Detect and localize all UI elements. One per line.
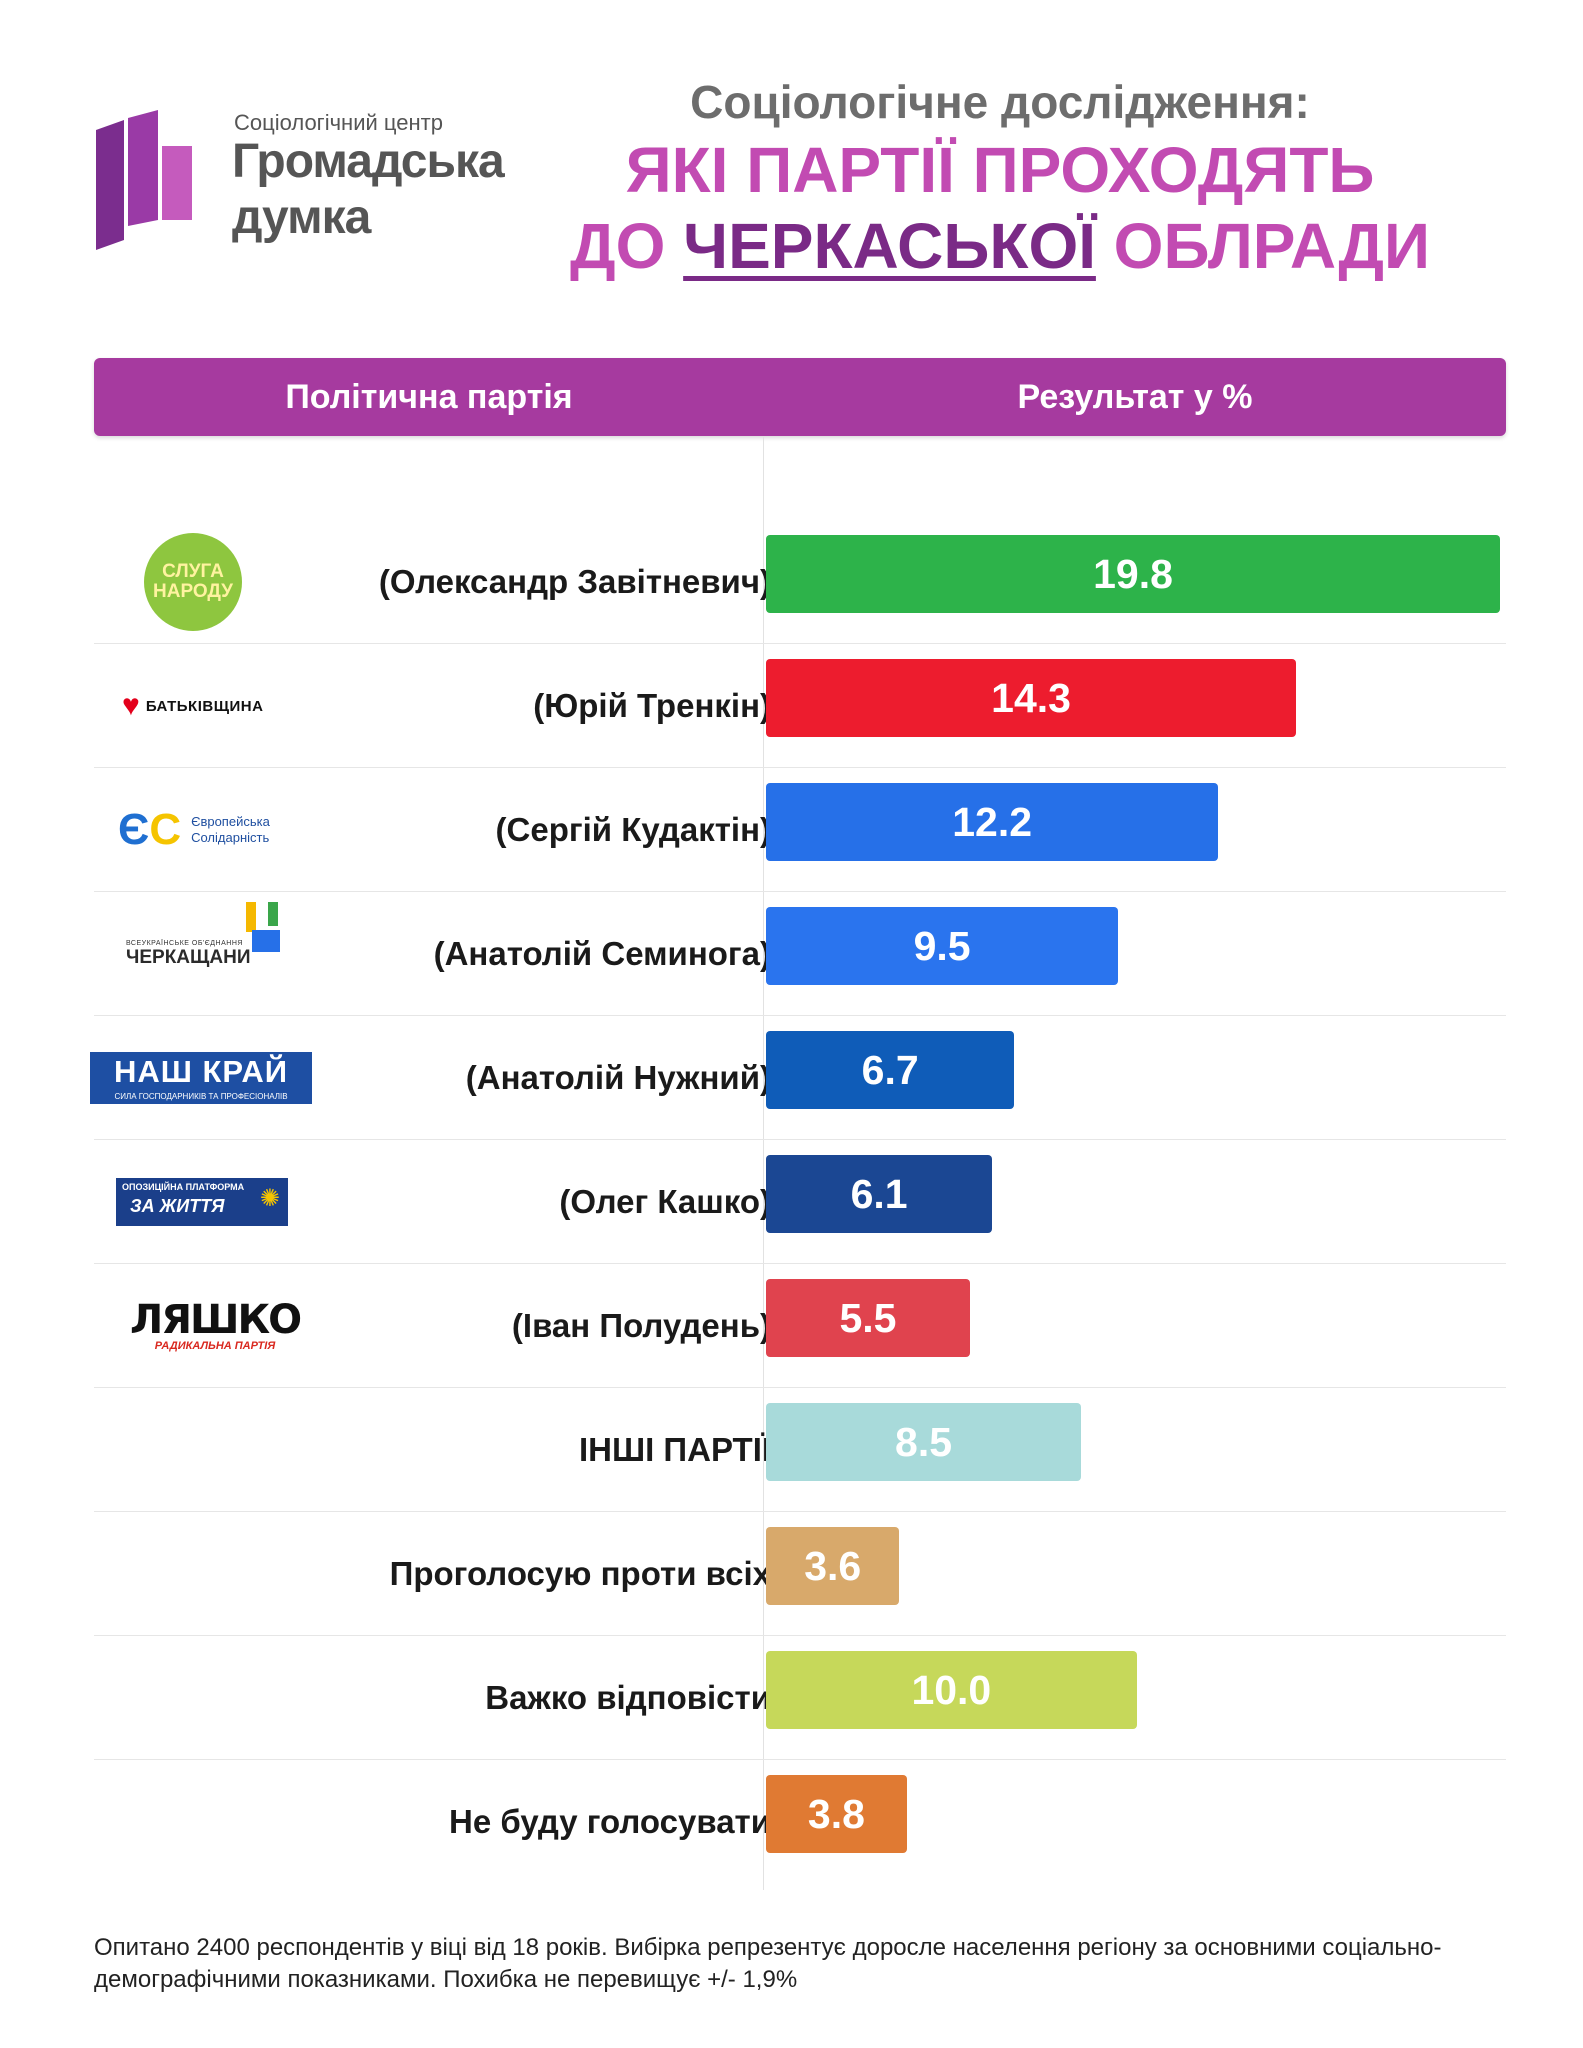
table-row: Важко відповісти 10.0 xyxy=(94,1636,1506,1760)
table-row: ВСЕУКРАЇНСЬКЕ ОБ'ЄДНАННЯ ЧЕРКАЩАНИ (Анат… xyxy=(94,892,1506,1016)
data-label: 12.2 xyxy=(952,799,1033,845)
category-label: (Анатолій Семинога) xyxy=(433,935,771,972)
title-line2-suffix: ОБЛРАДИ xyxy=(1095,210,1431,282)
table-row: ЛЯШКО РАДИКАЛЬНА ПАРТІЯ (Іван Полудень) 5… xyxy=(94,1264,1506,1388)
row-divider xyxy=(94,1759,1506,1760)
sunflower-icon: ✺ xyxy=(259,1185,280,1212)
category-label: (Анатолій Нужний) xyxy=(465,1059,771,1096)
title-line2: ДО ЧЕРКАСЬКОЇ ОБЛРАДИ xyxy=(500,208,1500,284)
category-label: (Олександр Завітневич) xyxy=(378,563,771,600)
data-label: 19.8 xyxy=(1093,551,1173,597)
logo-text-big: ЛЯШКО xyxy=(130,1297,302,1343)
data-label: 6.1 xyxy=(850,1171,908,1217)
table-row: ОПОЗИЦІЙНА ПЛАТФОРМА ЗА ЖИТТЯ ✺ (Олег Ка… xyxy=(94,1140,1506,1264)
logo-text-line: Європейська xyxy=(191,814,270,829)
table-header: Політична партія Результат у % xyxy=(94,358,1506,436)
data-label: 6.7 xyxy=(861,1047,919,1093)
logo-subtitle: Соціологічний центр xyxy=(234,110,443,135)
data-label: 5.5 xyxy=(839,1295,897,1341)
bar xyxy=(766,783,1219,861)
title-line2-prefix: ДО xyxy=(569,210,684,282)
heart-icon: ♥ xyxy=(122,689,140,722)
row-divider xyxy=(94,891,1506,892)
category-label: (Сергій Кудактін) xyxy=(495,811,771,848)
category-label: ІНШІ ПАРТІЇ xyxy=(578,1431,771,1468)
bar xyxy=(766,1403,1082,1481)
row-divider xyxy=(94,1635,1506,1636)
data-label: 8.5 xyxy=(895,1419,953,1465)
category-label: (Юрій Тренкін) xyxy=(533,687,771,724)
logo-name: Громадська думка xyxy=(232,134,505,246)
footnote: Опитано 2400 респондентів у віці від 18 … xyxy=(94,1934,1442,1993)
row-divider xyxy=(94,1015,1506,1016)
table-row: Проголосую проти всіх 3.6 xyxy=(94,1512,1506,1636)
nash-krai-logo-icon: НАШ КРАЙ СИЛА ГОСПОДАРНИКІВ ТА ПРОФЕСІОН… xyxy=(90,1052,312,1104)
logo-text: СЛУГА xyxy=(162,561,224,582)
data-label: 14.3 xyxy=(991,675,1071,721)
category-label: (Олег Кашко) xyxy=(559,1183,771,1220)
bar xyxy=(766,1775,907,1853)
title-highlight: ЧЕРКАСЬКОЇ xyxy=(683,210,1096,282)
logo-name-line2: думка xyxy=(232,191,371,244)
sluha-narodu-logo-icon: СЛУГА НАРОДУ xyxy=(144,533,242,631)
es-mark-icon: ЄС xyxy=(118,805,182,854)
row-divider xyxy=(94,1387,1506,1388)
cherkashchany-logo-icon: ВСЕУКРАЇНСЬКЕ ОБ'ЄДНАННЯ ЧЕРКАЩАНИ xyxy=(126,901,280,969)
logo-text-small: РАДИКАЛЬНА ПАРТІЯ xyxy=(154,1340,276,1352)
batkivshchyna-logo-icon: ♥ БАТЬКІВЩИНА xyxy=(122,691,263,721)
bar xyxy=(766,1527,900,1605)
bar xyxy=(766,1279,970,1357)
bar xyxy=(766,535,1500,613)
logo-text: НАРОДУ xyxy=(153,581,233,602)
category-label: Проголосую проти всіх xyxy=(389,1555,771,1592)
logo-text-line: Солідарність xyxy=(191,830,270,845)
category-label: Важко відповісти xyxy=(485,1679,771,1716)
row-divider xyxy=(94,1139,1506,1140)
column-header-result: Результат у % xyxy=(1017,378,1253,416)
bar-chart-logo-icon xyxy=(96,110,192,250)
logo-text: БАТЬКІВЩИНА xyxy=(145,697,264,715)
category-label: (Іван Полудень) xyxy=(511,1307,771,1344)
data-label: 3.6 xyxy=(804,1543,862,1589)
column-header-party: Політична партія xyxy=(285,378,573,416)
logo-text-small: ВСЕУКРАЇНСЬКЕ ОБ'ЄДНАННЯ xyxy=(126,939,243,947)
title-pre: Соціологічне дослідження: xyxy=(690,76,1310,128)
bar xyxy=(766,1651,1137,1729)
logo-text-small: СИЛА ГОСПОДАРНИКІВ ТА ПРОФЕСІОНАЛІВ xyxy=(114,1092,288,1101)
sociology-center-logo: Соціологічний центр Громадська думка xyxy=(96,110,505,250)
row-divider xyxy=(94,767,1506,768)
table-row: ІНШІ ПАРТІЇ 8.5 xyxy=(94,1388,1506,1512)
logo-text-big: ЧЕРКАЩАНИ xyxy=(126,946,251,968)
data-label: 10.0 xyxy=(911,1667,992,1713)
logo-text: Європейська Солідарність xyxy=(191,814,270,846)
row-divider xyxy=(94,1511,1506,1512)
table-row: ЄС Європейська Солідарність (Сергій Куда… xyxy=(94,768,1506,892)
title-line1: ЯКІ ПАРТІЇ ПРОХОДЯТЬ xyxy=(625,134,1375,206)
lyashko-logo-icon: ЛЯШКО РАДИКАЛЬНА ПАРТІЯ xyxy=(130,1297,302,1352)
bar xyxy=(766,1155,993,1233)
bar xyxy=(766,1031,1015,1109)
cherkashchany-mark-icon xyxy=(246,901,280,952)
bar xyxy=(766,907,1119,985)
row-divider xyxy=(94,1263,1506,1264)
bar xyxy=(766,659,1297,737)
table-row: НАШ КРАЙ СИЛА ГОСПОДАРНИКІВ ТА ПРОФЕСІОН… xyxy=(90,1016,1506,1140)
logo-text-small: ОПОЗИЦІЙНА ПЛАТФОРМА xyxy=(122,1182,245,1192)
logo-text-big: НАШ КРАЙ xyxy=(113,1054,289,1089)
european-solidarity-logo-icon: ЄС Європейська Солідарність xyxy=(118,808,270,852)
logo-name-line1: Громадська xyxy=(232,135,505,188)
opzzh-logo-icon: ОПОЗИЦІЙНА ПЛАТФОРМА ЗА ЖИТТЯ ✺ xyxy=(116,1178,288,1226)
category-label: Не буду голосувати xyxy=(449,1803,771,1840)
data-label: 9.5 xyxy=(913,923,971,969)
table-row: СЛУГА НАРОДУ (Олександр Завітневич) 19.8 xyxy=(94,520,1506,644)
page-title: Соціологічне дослідження: ЯКІ ПАРТІЇ ПРО… xyxy=(500,72,1500,284)
table-row: Не буду голосувати 3.8 xyxy=(94,1760,1506,1884)
table-row: ♥ БАТЬКІВЩИНА (Юрій Тренкін) 14.3 xyxy=(94,644,1506,768)
row-divider xyxy=(94,643,1506,644)
column-divider xyxy=(763,436,764,1890)
data-label: 3.8 xyxy=(807,1791,865,1837)
logo-text-big: ЗА ЖИТТЯ xyxy=(130,1196,225,1216)
